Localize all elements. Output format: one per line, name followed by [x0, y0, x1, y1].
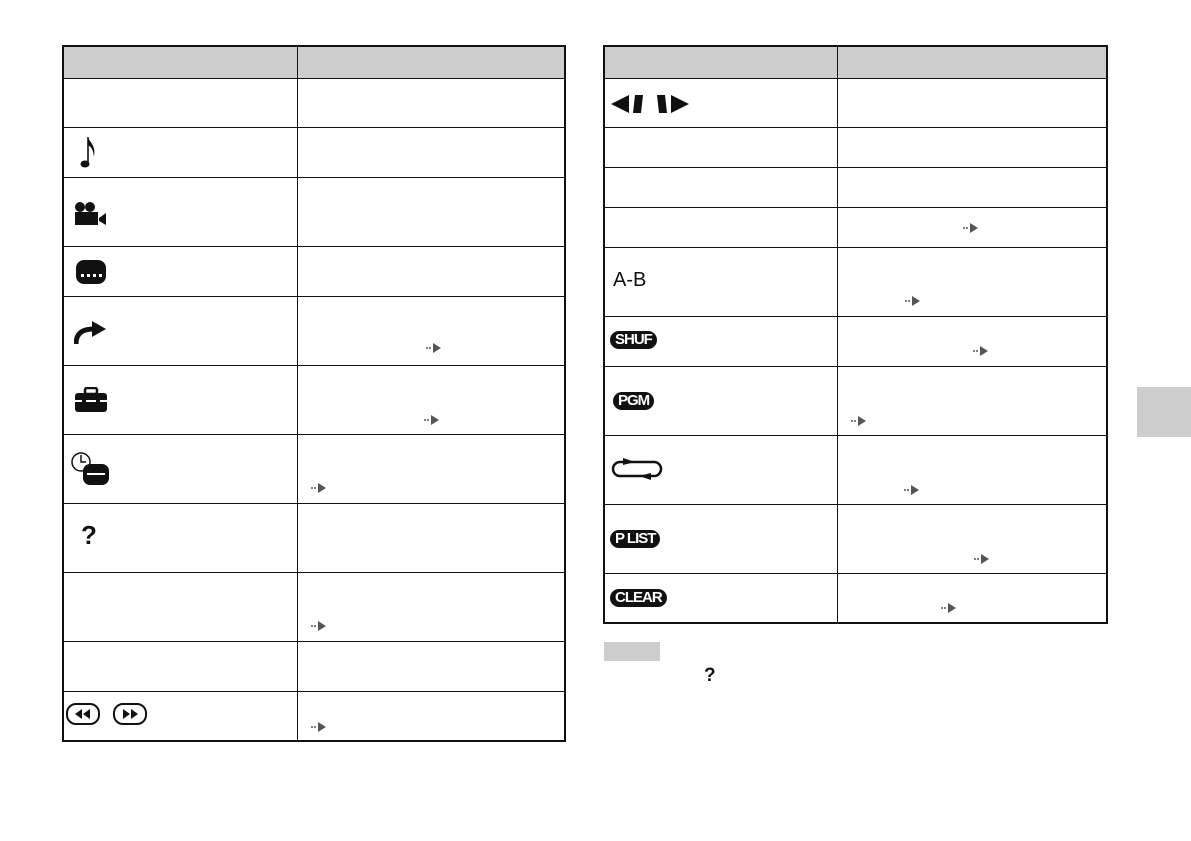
reference-arrow-icon — [311, 483, 326, 493]
row-divider — [64, 572, 564, 573]
row-divider — [605, 316, 1106, 317]
column-divider — [297, 47, 298, 740]
help-icon: ? — [704, 665, 716, 686]
left-table-header — [64, 47, 564, 79]
row-divider — [605, 247, 1106, 248]
row-divider — [64, 641, 564, 642]
reference-arrow-icon — [904, 485, 919, 495]
row-divider — [605, 127, 1106, 128]
playlist-icon: P LIST — [610, 530, 661, 548]
help-icon: ? — [81, 520, 97, 550]
reference-arrow-icon — [311, 621, 326, 631]
music-note-icon — [80, 137, 95, 168]
timer-display-icon — [71, 452, 109, 485]
row-divider — [64, 246, 564, 247]
toolbox-icon — [75, 387, 107, 412]
reference-arrow-icon — [905, 296, 920, 306]
shuffle-icon: SHUF — [610, 331, 657, 349]
ab-repeat-icon: A-B — [613, 269, 647, 291]
row-divider — [605, 435, 1106, 436]
reference-arrow-icon — [973, 346, 988, 356]
row-divider — [64, 434, 564, 435]
row-divider — [605, 366, 1106, 367]
row-divider — [605, 504, 1106, 505]
note-label-box — [604, 642, 660, 661]
fast-forward-icon — [113, 703, 147, 725]
reference-arrow-icon — [426, 343, 441, 353]
repeat-icon — [611, 458, 663, 480]
reference-arrow-icon — [963, 223, 978, 233]
frame-step-icon — [611, 95, 689, 113]
left-table — [62, 45, 566, 742]
reference-arrow-icon — [851, 416, 866, 426]
jump-arrow-icon — [74, 321, 106, 345]
row-divider — [605, 207, 1106, 208]
row-divider — [64, 691, 564, 692]
right-table — [603, 45, 1108, 624]
row-divider — [64, 365, 564, 366]
movie-camera-icon — [75, 202, 106, 225]
clear-icon: CLEAR — [610, 589, 667, 607]
rewind-icon — [66, 703, 100, 725]
row-divider — [605, 573, 1106, 574]
right-table-header — [605, 47, 1106, 79]
reference-arrow-icon — [311, 722, 326, 732]
row-divider — [605, 167, 1106, 168]
reference-arrow-icon — [974, 554, 989, 564]
row-divider — [64, 503, 564, 504]
reference-arrow-icon — [941, 603, 956, 613]
row-divider — [64, 127, 564, 128]
row-divider — [64, 177, 564, 178]
section-tab — [1137, 387, 1191, 437]
column-divider — [837, 47, 838, 622]
program-icon: PGM — [613, 392, 655, 410]
row-divider — [64, 296, 564, 297]
subtitle-icon — [76, 260, 106, 284]
reference-arrow-icon — [424, 415, 439, 425]
